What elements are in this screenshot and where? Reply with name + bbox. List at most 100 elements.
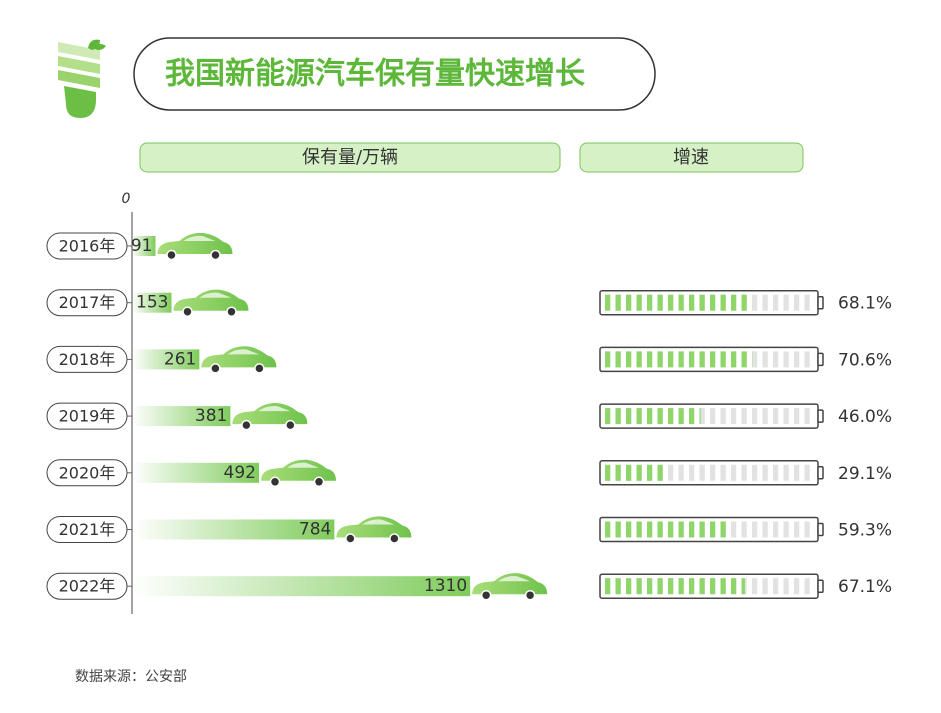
gauge-segment: [773, 294, 779, 311]
gauge-segment-fill: [626, 578, 632, 595]
gauge-segment-fill: [699, 294, 705, 311]
gauge-segment-fill: [668, 351, 674, 368]
car-wheel: [254, 363, 265, 374]
gauge-segment: [794, 521, 800, 538]
category-frame: [46, 402, 128, 430]
car-wheel: [480, 589, 492, 601]
gauge-cap: [817, 352, 824, 367]
car-wheel: [285, 419, 296, 431]
gauge-segment: [794, 294, 800, 311]
gauge-segment-fill: [720, 578, 726, 595]
car: [336, 516, 412, 538]
gauge-segment-fill: [668, 521, 674, 538]
gauge-segment: [668, 464, 674, 481]
car: [157, 232, 233, 254]
gauge-segment: [773, 408, 779, 425]
gauge-segment-fill: [636, 351, 642, 368]
x-tick-label: 0: [122, 191, 131, 207]
gauge-segment: [762, 294, 768, 311]
gauge-segment: [783, 521, 789, 538]
car-window: [286, 462, 319, 468]
gauge-cap: [817, 295, 824, 310]
value-label: 91: [131, 236, 153, 256]
gauge-segment: [783, 578, 789, 595]
gauge-segment-fill: [731, 351, 737, 368]
gauge-segment: [731, 521, 737, 538]
bar: [132, 292, 172, 313]
gauge-segment-fill: [678, 408, 684, 425]
gauge-segment-fill: [678, 521, 684, 538]
car-wheel: [182, 306, 193, 317]
bar: [132, 576, 471, 597]
gauge-segment-fill: [657, 294, 663, 311]
gauge-segment-fill: [668, 408, 674, 425]
gauge-segment-fill: [731, 294, 737, 311]
gauge-segment-fill: [720, 521, 726, 538]
gauge-segment-fill: [699, 408, 701, 425]
gauge-segment-fill: [657, 521, 663, 538]
category-frame: [46, 289, 128, 317]
header-frame: [579, 142, 804, 173]
gauge-segment-fill: [605, 294, 611, 311]
bar: [132, 236, 156, 256]
gauge-segment-fill: [615, 294, 621, 311]
gauge-cap: [817, 409, 824, 423]
gauge-segment-fill: [689, 351, 695, 368]
title-frame: [133, 37, 656, 111]
gauge-segment: [804, 578, 810, 595]
gauge-segment-fill: [678, 294, 684, 311]
gauge-segment: [804, 464, 810, 481]
bulb-icon: [58, 39, 106, 118]
gauge-cap: [817, 522, 824, 537]
gauge-segment: [752, 578, 758, 595]
gauge-segment-fill: [710, 521, 716, 538]
gauge-segment: [783, 294, 789, 311]
gauge-segment-fill: [636, 521, 642, 538]
gauge-segment: [699, 408, 705, 425]
gauge-segment: [741, 464, 747, 481]
gauge-fill: [605, 578, 745, 595]
gauge-segment-fill: [657, 351, 663, 368]
value-label: 68.1%: [838, 294, 892, 314]
gauge-segment-fill: [699, 521, 705, 538]
car-window: [258, 405, 291, 412]
gauge-segment: [741, 408, 747, 425]
category-label: 2022年: [59, 577, 116, 596]
gauge-segment-fill: [605, 408, 611, 425]
gauge-segment-fill: [647, 351, 653, 368]
gauge-segment-fill: [647, 464, 653, 481]
gauge-segment-fill: [636, 294, 642, 311]
car-wheel: [210, 363, 221, 374]
gauge-cap: [817, 579, 824, 593]
category-label: 2016年: [59, 237, 116, 256]
gauge-segment: [752, 294, 758, 311]
gauge-segment-fill: [720, 294, 726, 311]
gauge-segment: [783, 464, 789, 481]
gauge-segment-fill: [605, 464, 611, 481]
gauge-segment-fill: [720, 351, 726, 368]
value-label: 1310: [424, 576, 467, 596]
gauge-segment-fill: [678, 578, 684, 595]
gauge-segment-fill: [657, 408, 663, 425]
car: [260, 459, 336, 481]
car-wheel: [210, 249, 221, 261]
car-window: [183, 235, 216, 241]
category-label: 2019年: [59, 407, 116, 426]
header-frame: [139, 142, 561, 173]
gauge-segment-fill: [699, 578, 705, 595]
gauge-segment: [710, 464, 716, 481]
value-label: 29.1%: [838, 464, 892, 484]
gauge-segment-fill: [710, 578, 716, 595]
value-label: 381: [195, 406, 227, 426]
gauge-segment: [762, 464, 768, 481]
gauge-segment: [699, 464, 705, 481]
gauge-segment-fill: [668, 294, 674, 311]
gauge-segment: [741, 521, 747, 538]
gauge-segment-fill: [699, 351, 705, 368]
gauge-segment: [762, 351, 768, 368]
bar: [132, 349, 200, 370]
gauge-segment-fill: [647, 294, 653, 311]
gauge-segment-fill: [689, 408, 695, 425]
gauge-segment-fill: [741, 294, 747, 311]
